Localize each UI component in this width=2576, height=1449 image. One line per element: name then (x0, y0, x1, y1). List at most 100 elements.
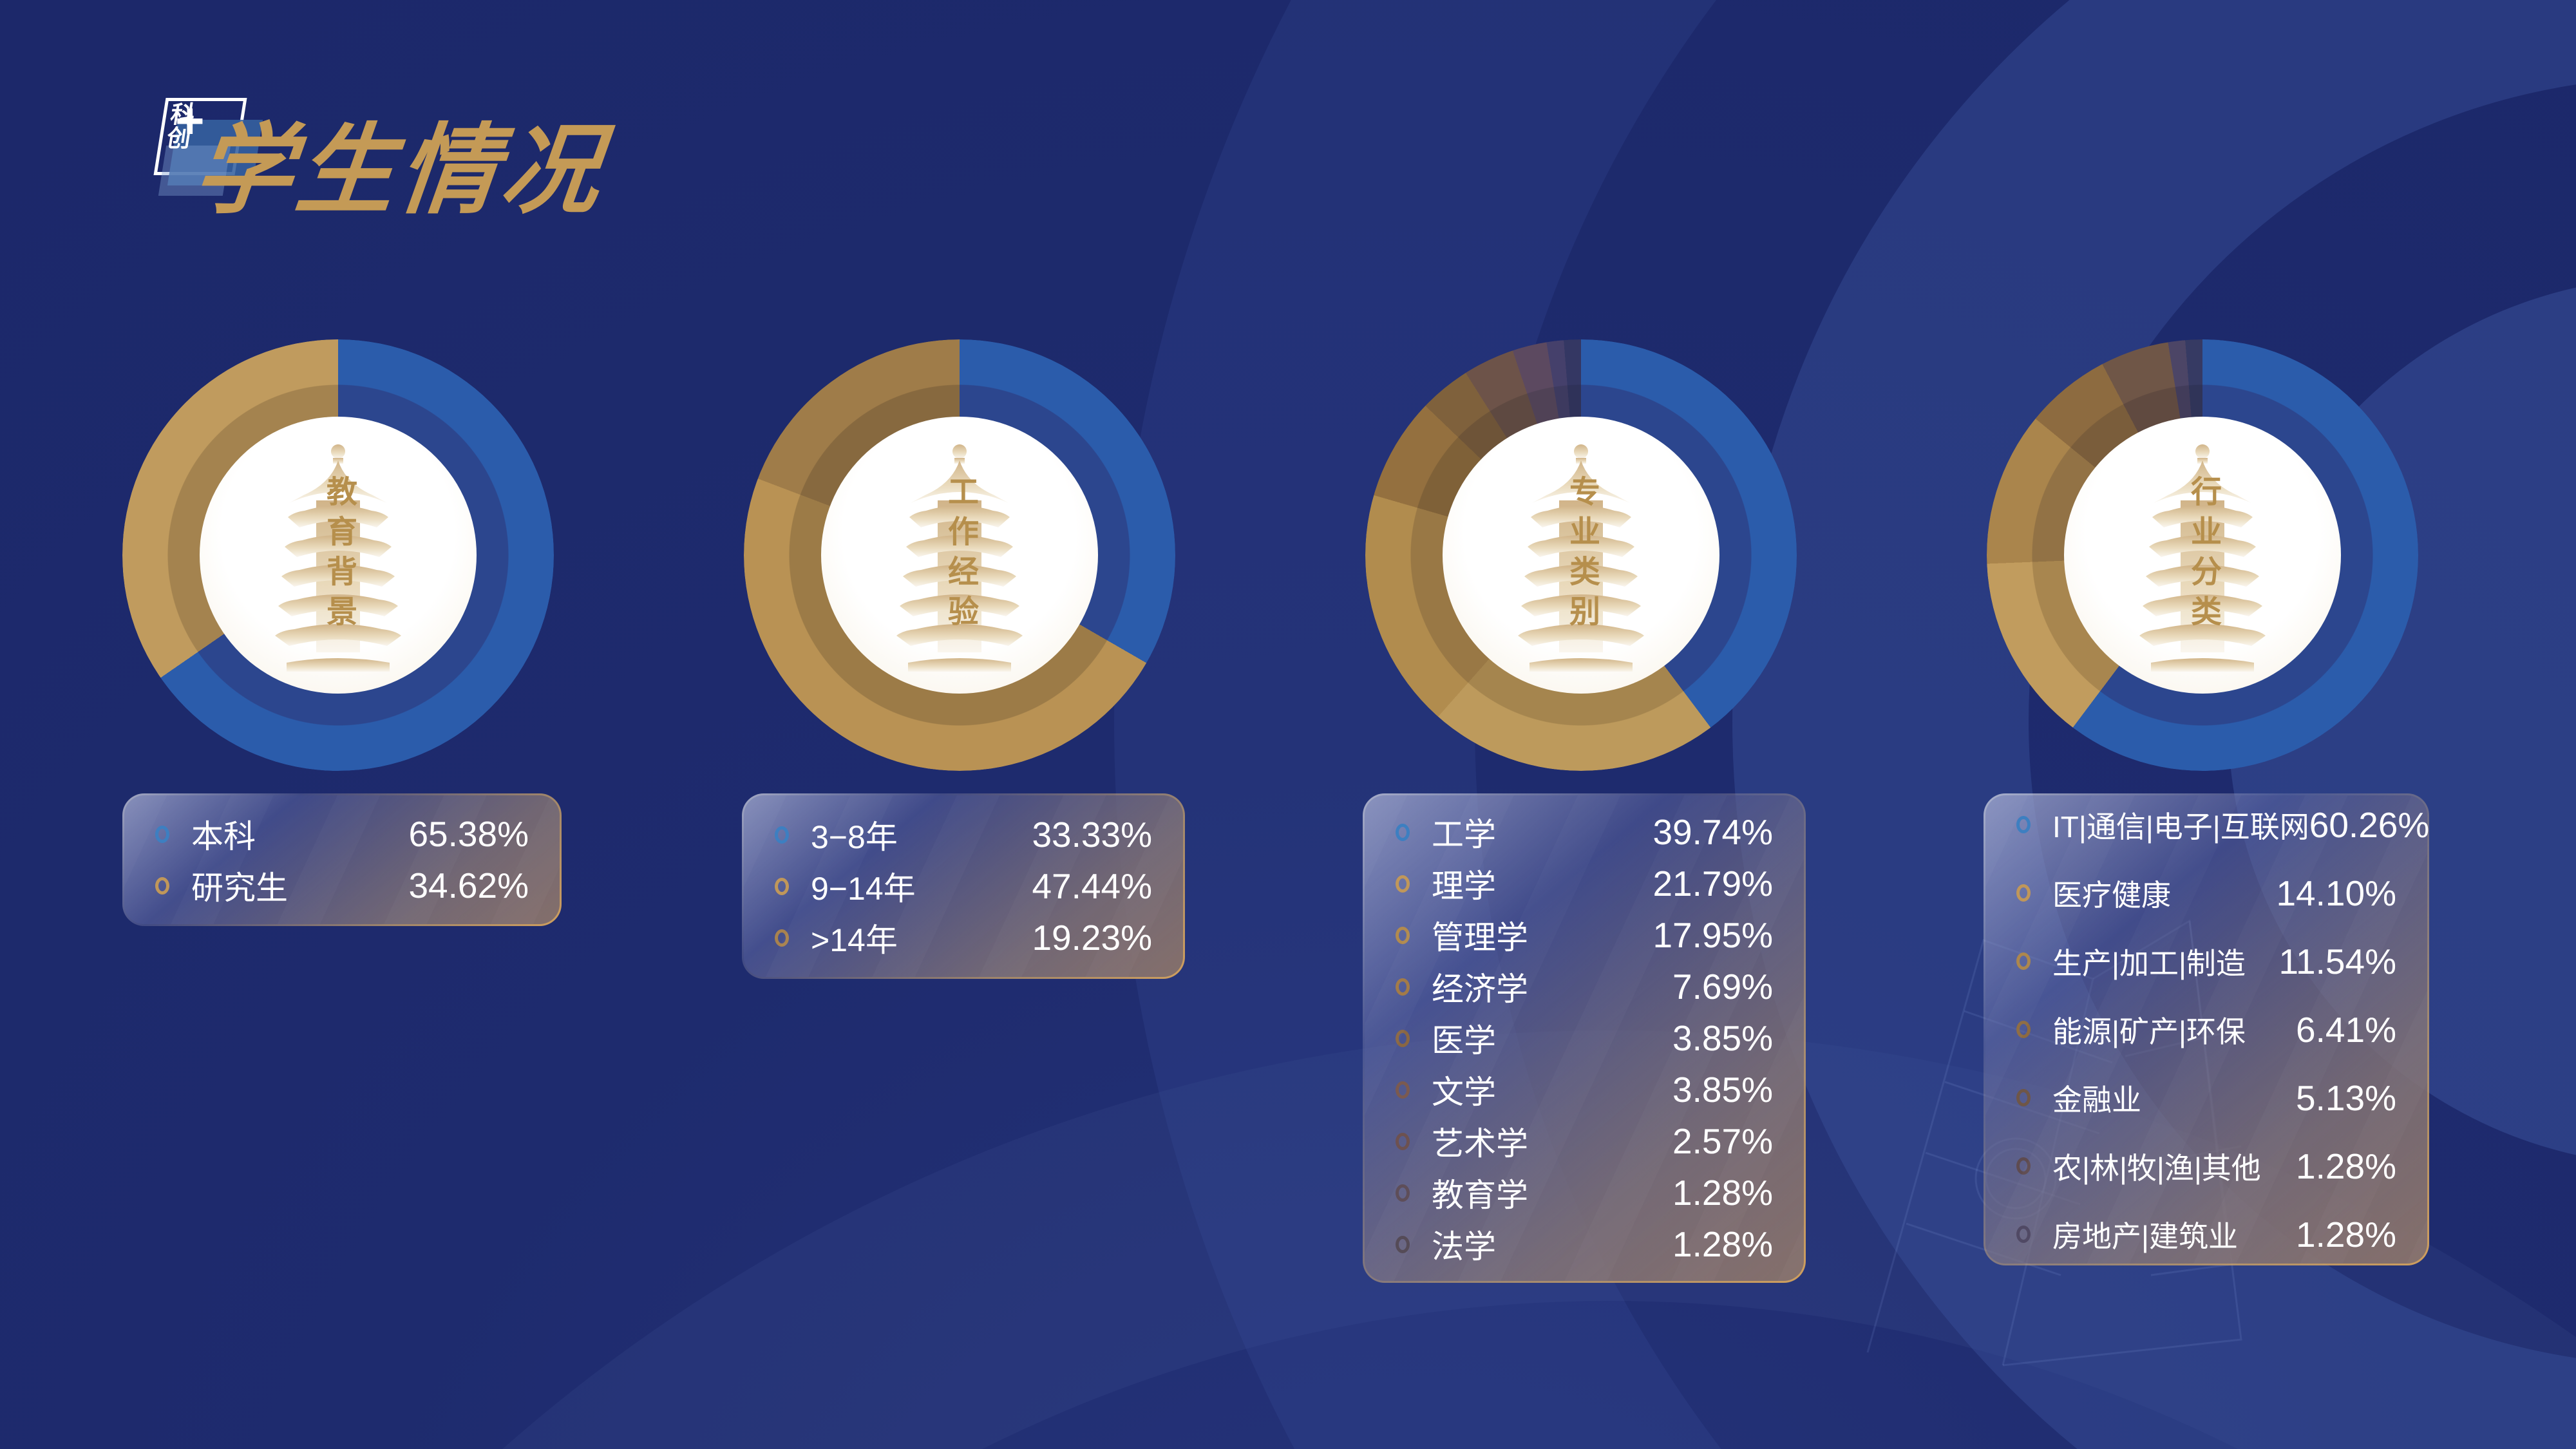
legend-label: 理学 (1432, 868, 1496, 904)
legend-item: IT|通信|电子|互联网 60.26% (1985, 791, 2430, 859)
legend-bullet-icon (1396, 926, 1410, 944)
donut-center: 教育背景 (200, 417, 477, 694)
donut-chart-experience: 工作经验 (744, 339, 1175, 771)
legend-item: 法学 1.28% (1365, 1218, 1804, 1270)
legend-bullet-icon (155, 825, 169, 843)
legend-value: 11.54% (2278, 941, 2396, 981)
legend-bullet-icon (1396, 1081, 1410, 1099)
legend-item: 经济学 7.69% (1365, 961, 1804, 1012)
donut-center-label: 教育背景 (321, 475, 355, 635)
legend-label: 文学 (1432, 1074, 1496, 1110)
legend-panel-major: 工学 39.74% 理学 21.79% 管理学 17.95% 经济学 7.69% 医学 3.85%… (1363, 793, 1806, 1283)
legend-value: 21.79% (1653, 864, 1773, 904)
legend-item: 9−14年 47.44% (744, 860, 1183, 912)
legend-bullet-icon (1396, 1235, 1410, 1253)
legend-bullet-icon (2016, 884, 2031, 902)
legend-value: 1.28% (2296, 1214, 2396, 1255)
legend-value: 14.10% (2276, 873, 2396, 913)
legend-label: 管理学 (1432, 920, 1528, 956)
legend-item: 本科 65.38% (124, 808, 560, 860)
legend-item: >14年 19.23% (744, 912, 1183, 963)
legend-label: 金融业 (2052, 1083, 2141, 1117)
legend-label: 9−14年 (811, 871, 916, 907)
donut-chart-major: 专业类别 (1365, 339, 1797, 771)
legend-value: 65.38% (408, 814, 529, 854)
legend-label: 能源|矿产|环保 (2052, 1014, 2246, 1048)
legend-label: 教育学 (1432, 1177, 1528, 1213)
legend-label: 生产|加工|制造 (2052, 946, 2246, 980)
legend-value: 1.28% (2296, 1146, 2396, 1186)
legend-bullet-icon (1396, 1184, 1410, 1202)
legend-bullet-icon (1396, 875, 1410, 893)
legend-bullet-icon (2016, 1226, 2031, 1243)
legend-item: 文学 3.85% (1365, 1064, 1804, 1115)
legend-item: 教育学 1.28% (1365, 1167, 1804, 1218)
legend-label: 医学 (1432, 1023, 1496, 1059)
legend-value: 7.69% (1672, 967, 1773, 1007)
legend-label: 经济学 (1432, 971, 1528, 1007)
legend-label: 3−8年 (811, 819, 898, 855)
legend-value: 6.41% (2296, 1009, 2396, 1050)
page-title: 学生情况 (189, 116, 610, 225)
legend-bullet-icon (1396, 823, 1410, 841)
legend-panel-experience: 3−8年 33.33% 9−14年 47.44% >14年 19.23% (742, 793, 1185, 979)
legend-bullet-icon (2016, 1089, 2031, 1106)
legend-item: 医疗健康 14.10% (1985, 859, 2427, 927)
legend-value: 1.28% (1672, 1173, 1773, 1213)
legend-value: 3.85% (1672, 1070, 1773, 1110)
legend-value: 34.62% (408, 866, 529, 905)
legend-label: 艺术学 (1432, 1126, 1528, 1162)
legend-value: 1.28% (1672, 1224, 1773, 1264)
legend-bullet-icon (1396, 1132, 1410, 1150)
legend-value: 3.85% (1672, 1018, 1773, 1058)
donut-chart-education: 教育背景 (122, 339, 554, 771)
donut-center: 工作经验 (821, 417, 1098, 694)
legend-item: 农|林|牧|渔|其他 1.28% (1985, 1132, 2427, 1200)
legend-bullet-icon (1396, 1029, 1410, 1047)
legend-item: 金融业 5.13% (1985, 1064, 2427, 1132)
donut-center-label: 工作经验 (943, 475, 977, 635)
legend-item: 生产|加工|制造 11.54% (1985, 927, 2427, 996)
legend-bullet-icon (2016, 1157, 2031, 1175)
legend-label: >14年 (811, 922, 898, 958)
legend-bullet-icon (775, 877, 789, 895)
legend-item: 研究生 34.62% (124, 860, 560, 911)
legend-value: 5.13% (2296, 1077, 2396, 1118)
legend-value: 60.26% (2309, 804, 2430, 845)
legend-item: 管理学 17.95% (1365, 909, 1804, 961)
legend-item: 艺术学 2.57% (1365, 1115, 1804, 1167)
legend-bullet-icon (155, 876, 169, 895)
legend-item: 房地产|建筑业 1.28% (1985, 1200, 2427, 1269)
legend-bullet-icon (775, 929, 789, 947)
legend-label: 农|林|牧|渔|其他 (2052, 1151, 2261, 1185)
plus-icon: + (175, 92, 205, 149)
legend-label: 工学 (1432, 817, 1496, 853)
donut-center: 行业分类 (2064, 417, 2341, 694)
legend-bullet-icon (1396, 978, 1410, 996)
legend-label: IT|通信|电子|互联网 (2052, 810, 2309, 844)
legend-value: 33.33% (1032, 815, 1152, 855)
legend-bullet-icon (2016, 1021, 2031, 1038)
donut-center-label: 行业分类 (2186, 475, 2220, 635)
legend-label: 医疗健康 (2052, 878, 2171, 912)
donut-center: 专业类别 (1443, 417, 1719, 694)
legend-item: 能源|矿产|环保 6.41% (1985, 996, 2427, 1064)
legend-item: 医学 3.85% (1365, 1012, 1804, 1064)
legend-panel-education: 本科 65.38% 研究生 34.62% (122, 793, 562, 926)
legend-label: 研究生 (191, 870, 288, 906)
legend-label: 本科 (191, 819, 256, 855)
legend-value: 39.74% (1653, 812, 1773, 852)
legend-bullet-icon (2016, 816, 2031, 833)
legend-item: 工学 39.74% (1365, 806, 1804, 858)
legend-value: 47.44% (1032, 866, 1152, 906)
donut-center-label: 专业类别 (1564, 475, 1598, 635)
legend-value: 17.95% (1653, 915, 1773, 955)
legend-item: 3−8年 33.33% (744, 809, 1183, 860)
legend-bullet-icon (2016, 952, 2031, 970)
donut-chart-industry: 行业分类 (1987, 339, 2418, 771)
legend-bullet-icon (775, 826, 789, 844)
legend-value: 2.57% (1672, 1121, 1773, 1161)
legend-label: 房地产|建筑业 (2052, 1219, 2238, 1253)
legend-value: 19.23% (1032, 918, 1152, 958)
